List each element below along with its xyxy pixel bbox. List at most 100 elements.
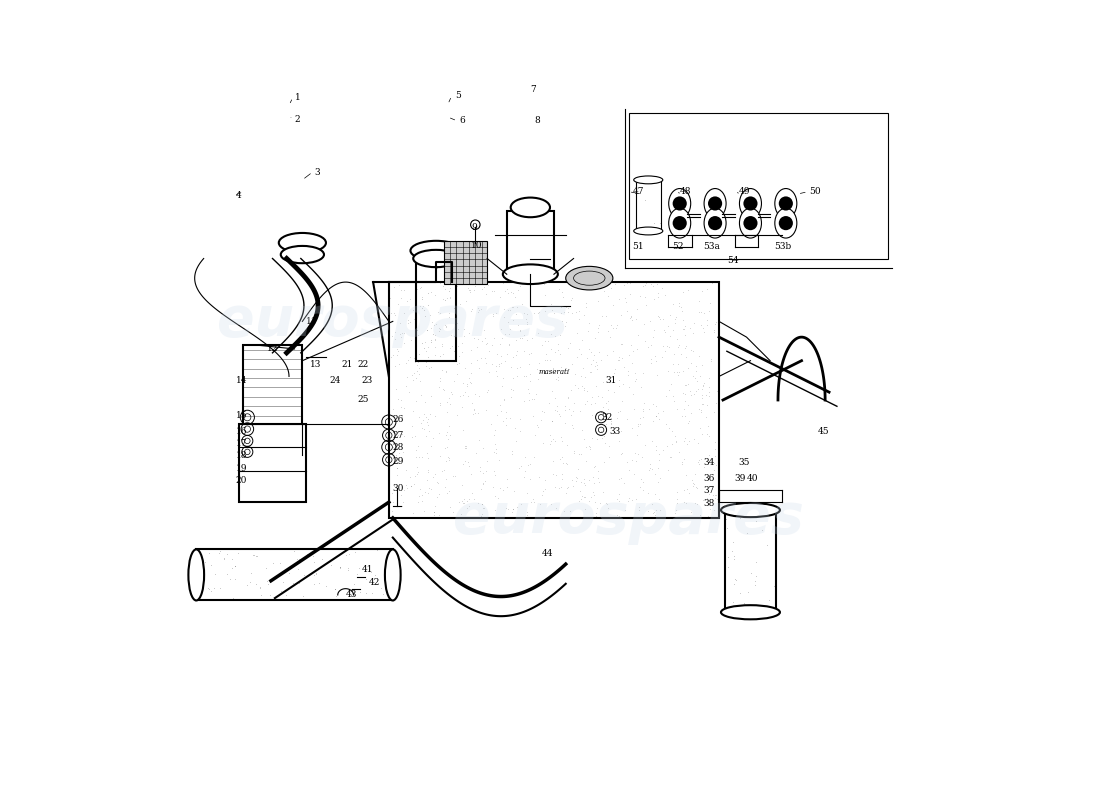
Point [480,384,497,397]
Point [664,390,682,402]
Point [625,345,642,358]
Point [221,573,239,586]
Point [616,476,634,489]
Point [485,285,503,298]
Point [460,493,477,506]
Point [756,602,773,614]
Point [576,454,594,467]
Point [507,334,525,346]
Point [456,454,474,467]
Point [651,510,669,523]
Point [674,365,692,378]
Point [582,358,600,370]
Point [470,407,487,420]
Point [471,304,488,317]
Point [559,481,576,494]
Point [707,316,725,329]
Point [597,418,615,431]
Point [590,318,607,331]
Point [475,332,493,345]
Text: 1: 1 [295,93,300,102]
Point [578,441,595,454]
Point [688,374,705,387]
Point [295,568,312,581]
Point [595,430,613,442]
Point [710,326,727,338]
Point [431,450,449,462]
Point [416,504,433,517]
Point [544,362,562,374]
Point [564,445,582,458]
Point [492,398,509,411]
Ellipse shape [720,503,780,517]
Point [474,478,492,490]
Point [529,326,547,339]
Point [410,282,428,294]
Circle shape [779,196,793,210]
Point [632,473,650,486]
Point [406,430,424,442]
Point [575,382,593,394]
Point [738,526,756,539]
Point [705,406,723,419]
Point [682,506,700,518]
Point [358,573,375,586]
Point [308,566,326,579]
Point [676,351,694,364]
Point [685,478,703,491]
Point [708,384,726,397]
Text: 44: 44 [542,549,553,558]
Point [706,324,724,337]
Point [547,435,564,448]
Point [444,506,462,518]
Point [407,308,425,321]
Point [553,314,571,327]
Point [638,277,656,290]
Point [543,415,561,428]
Point [513,298,530,310]
Point [463,302,481,315]
Point [630,503,648,516]
Point [397,478,415,491]
Point [689,456,706,469]
Point [419,463,437,476]
Text: 13: 13 [310,360,321,369]
Point [498,348,516,361]
Point [417,410,434,423]
Point [543,303,561,316]
Point [455,439,473,452]
Point [470,306,487,318]
Point [493,332,510,345]
Point [642,278,660,290]
Point [593,310,611,323]
Point [629,419,647,432]
Point [670,339,688,352]
Point [422,316,440,329]
Point [408,354,426,367]
Point [619,365,637,378]
Point [543,384,561,397]
Point [526,450,543,463]
Point [569,326,586,339]
Point [667,435,684,448]
Point [459,378,476,390]
Point [483,357,500,370]
Point [648,440,666,453]
Point [327,582,344,595]
Point [386,309,404,322]
Point [477,357,495,370]
Point [524,332,541,345]
Point [415,299,432,312]
Point [443,339,461,352]
Point [588,502,606,514]
Point [382,291,399,304]
Point [759,538,777,551]
Point [374,588,392,601]
Point [392,291,409,304]
Point [621,312,639,325]
Point [437,473,454,486]
Point [664,366,682,378]
Point [475,502,493,514]
Point [563,306,581,319]
Point [573,347,591,360]
